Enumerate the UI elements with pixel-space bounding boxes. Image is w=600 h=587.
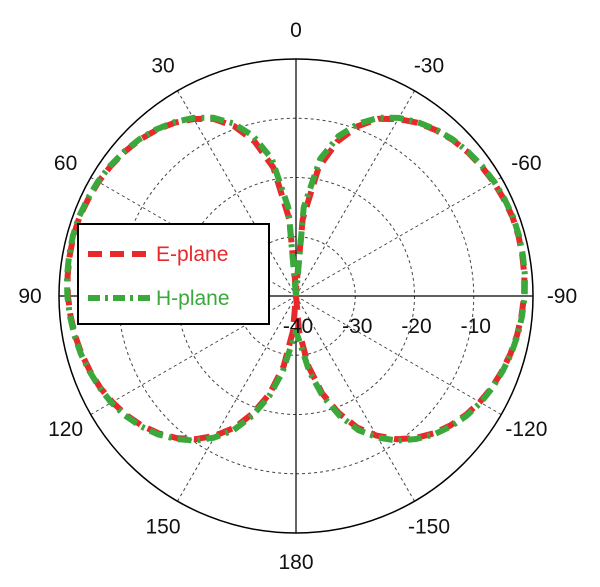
angle-tick-label: -150 [408, 515, 450, 538]
legend-label-h-plane: H-plane [156, 287, 230, 310]
angle-tick-label: 90 [18, 285, 41, 308]
angle-tick-label: 30 [151, 55, 174, 78]
radial-tick-label: -30 [342, 315, 372, 338]
axis-labels: 0 30 60 90 120 150 180 -150 -120 -90 -60 -30 -40 -30 -… [18, 19, 577, 574]
angle-tick-label: -30 [414, 55, 444, 78]
series-layer [64, 114, 528, 444]
radial-tick-label: -20 [401, 315, 431, 338]
angle-tick-label: 0 [290, 19, 302, 42]
legend-label-e-plane: E-plane [156, 243, 228, 266]
radial-tick-label: -40 [283, 315, 313, 338]
angle-tick-label: 180 [278, 551, 313, 574]
angle-tick-label: -120 [505, 418, 547, 441]
series-h-plane [64, 114, 528, 444]
angle-tick-label: 120 [48, 418, 83, 441]
angle-tick-label: -90 [547, 285, 577, 308]
angle-tick-label: 150 [145, 515, 180, 538]
angle-tick-label: 60 [54, 152, 77, 175]
radial-tick-label: -10 [461, 315, 491, 338]
legend: E-plane H-plane [77, 223, 270, 325]
outer-circle [58, 58, 534, 534]
grid-spoke [295, 177, 502, 297]
legend-box [77, 223, 270, 325]
angle-tick-label: -60 [511, 152, 541, 175]
